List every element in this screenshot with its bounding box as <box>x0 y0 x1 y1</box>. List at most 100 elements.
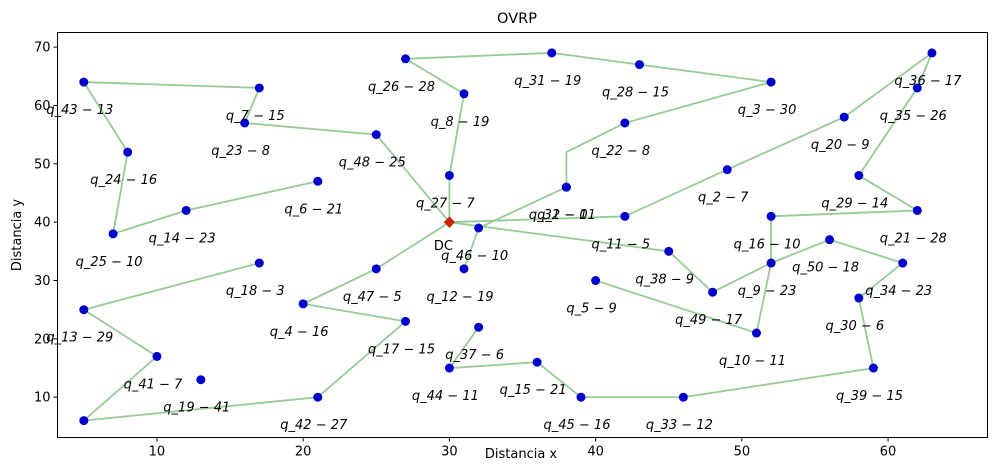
node-label-27: q_27 − 7 <box>416 196 475 211</box>
node-label-46: q_46 − 10 <box>441 249 508 264</box>
customer-node-30 <box>854 293 864 303</box>
node-label-18: q_18 − 3 <box>226 284 285 299</box>
y-axis-label: Distancia y <box>10 199 25 272</box>
node-label-8: q_8 − 19 <box>431 115 490 130</box>
node-label-1: q_1 − 0 <box>537 208 587 223</box>
node-label-49: q_49 − 17 <box>675 313 743 328</box>
customer-node-11 <box>620 211 630 221</box>
customer-node-35 <box>912 83 922 93</box>
node-label-12: q_12 − 19 <box>427 290 494 305</box>
customer-node-8 <box>459 89 469 99</box>
node-label-7: q_7 − 15 <box>226 109 285 124</box>
node-label-11: q_11 − 5 <box>591 237 650 252</box>
route-5 <box>447 221 905 399</box>
plot-area: DC q_1 − 0 q_2 − 7 q_3 − 30 q_4 − 16 q_5 − 9 q… <box>46 48 962 433</box>
y-tick-label: 40 <box>34 216 51 231</box>
node-label-50: q_50 − 18 <box>792 261 859 276</box>
customer-node-16 <box>766 211 776 221</box>
customer-node-47 <box>371 264 381 274</box>
customer-node-37 <box>474 322 484 332</box>
node-label-9: q_9 − 23 <box>738 284 797 299</box>
node-label-36: q_36 − 17 <box>894 74 962 89</box>
customer-node-25 <box>108 229 118 239</box>
x-tick-label: 10 <box>149 445 166 460</box>
customer-node-42 <box>313 392 323 402</box>
customer-node-41 <box>152 351 162 361</box>
node-label-30: q_30 − 6 <box>825 319 884 334</box>
node-label-17: q_17 − 15 <box>368 342 435 357</box>
node-label-25: q_25 − 10 <box>76 255 143 270</box>
y-tick-label: 30 <box>34 274 51 289</box>
y-tick-label: 50 <box>34 157 51 172</box>
node-label-4: q_4 − 16 <box>270 325 329 340</box>
node-label-6: q_6 − 21 <box>284 202 343 217</box>
plot-frame <box>57 32 988 438</box>
node-label-38: q_38 − 9 <box>635 272 694 287</box>
node-label-23: q_23 − 8 <box>211 144 270 159</box>
node-label-22: q_22 − 8 <box>591 144 650 159</box>
customer-node-17 <box>401 316 411 326</box>
node-label-24: q_24 − 16 <box>90 173 157 188</box>
node-label-16: q_16 − 10 <box>734 237 801 252</box>
node-label-47: q_47 − 5 <box>343 290 402 305</box>
node-label-31: q_31 − 19 <box>514 74 581 89</box>
customer-node-7 <box>254 83 264 93</box>
customer-node-27 <box>444 170 454 180</box>
node-label-5: q_5 − 9 <box>566 302 616 317</box>
customer-node-43 <box>79 77 89 87</box>
node-label-28: q_28 − 15 <box>602 86 669 101</box>
customer-node-33 <box>678 392 688 402</box>
customer-node-39 <box>868 363 878 373</box>
customer-node-3 <box>766 77 776 87</box>
route-4 <box>449 50 934 335</box>
x-tick-label: 30 <box>441 445 458 460</box>
node-label-15: q_15 − 21 <box>500 383 567 398</box>
customer-node-20 <box>839 112 849 122</box>
customer-node-5 <box>591 276 601 286</box>
customer-node-19 <box>196 375 206 385</box>
customer-node-6 <box>313 176 323 186</box>
customer-node-9 <box>766 258 776 268</box>
depot-label: DC <box>434 239 453 254</box>
customer-node-29 <box>854 170 864 180</box>
customer-node-49 <box>708 287 718 297</box>
node-label-45: q_45 − 16 <box>543 418 610 433</box>
customer-node-12 <box>459 264 469 274</box>
node-label-29: q_29 − 14 <box>821 196 888 211</box>
customer-node-50 <box>825 235 835 245</box>
customer-node-15 <box>532 357 542 367</box>
customer-node-18 <box>254 258 264 268</box>
customer-node-23 <box>240 118 250 128</box>
chart-title: OVRP <box>497 11 537 27</box>
node-label-26: q_26 − 28 <box>368 80 435 95</box>
customer-node-44 <box>444 363 454 373</box>
customer-node-36 <box>927 48 937 58</box>
customer-node-32 <box>561 182 571 192</box>
x-axis-label: Distancia x <box>485 447 558 462</box>
customer-node-13 <box>79 305 89 315</box>
customer-node-31 <box>547 48 557 58</box>
y-tick-label: 20 <box>34 332 51 347</box>
customer-node-14 <box>181 205 191 215</box>
customer-node-46 <box>474 223 484 233</box>
node-label-35: q_35 − 26 <box>880 109 947 124</box>
y-tick-label: 10 <box>34 391 51 406</box>
x-tick-label: 20 <box>295 445 312 460</box>
y-tick-label: 70 <box>34 41 51 56</box>
customer-node-21 <box>912 205 922 215</box>
node-label-42: q_42 − 27 <box>280 418 348 433</box>
node-label-39: q_39 − 15 <box>836 389 903 404</box>
customer-node-40 <box>79 416 89 426</box>
node-label-13: q_13 − 29 <box>46 331 113 346</box>
node-label-43: q_43 − 13 <box>46 103 113 118</box>
customer-node-10 <box>751 328 761 338</box>
node-label-48: q_48 − 25 <box>339 156 406 171</box>
customer-node-24 <box>123 147 133 157</box>
customer-node-26 <box>401 54 411 64</box>
customer-node-34 <box>898 258 908 268</box>
x-tick-label: 40 <box>587 445 604 460</box>
customer-node-45 <box>576 392 586 402</box>
x-tick-label: 50 <box>734 445 751 460</box>
y-axis: 10 20 30 40 50 60 70 <box>34 41 58 406</box>
customer-node-48 <box>371 130 381 140</box>
